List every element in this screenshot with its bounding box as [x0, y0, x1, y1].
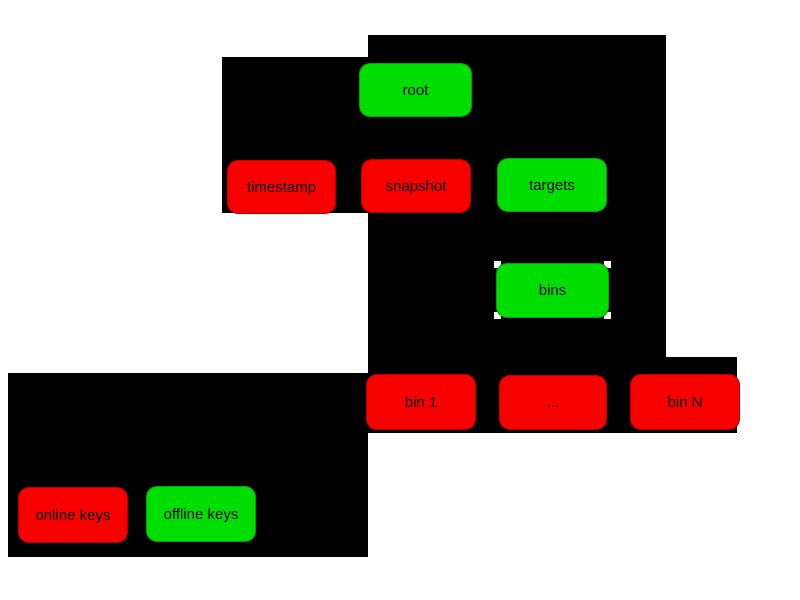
node-bin-1: bin 1	[366, 374, 476, 430]
bins-corner-mark-top-right	[604, 261, 611, 268]
node-root-label: root	[402, 81, 429, 99]
node-bin-ellipsis: ...	[499, 375, 607, 430]
legend-offline-keys: offline keys	[146, 486, 256, 542]
bins-corner-mark-bottom-left	[494, 312, 501, 319]
node-bin-n-label: bin N	[667, 393, 703, 411]
legend-online-keys: online keys	[18, 487, 128, 543]
node-timestamp: timestamp	[227, 160, 336, 214]
bins-corner-mark-bottom-right	[604, 312, 611, 319]
legend-online-keys-label: online keys	[35, 506, 111, 524]
node-bin-ellipsis-label: ...	[546, 394, 560, 411]
node-bin-n: bin N	[630, 374, 740, 430]
node-snapshot-label: snapshot	[385, 177, 447, 195]
node-snapshot: snapshot	[361, 159, 471, 213]
legend-offline-keys-label: offline keys	[163, 505, 239, 523]
node-bins: bins	[496, 263, 609, 318]
node-root: root	[359, 63, 472, 117]
node-targets: targets	[497, 158, 607, 212]
node-bins-label: bins	[538, 282, 567, 299]
bins-corner-mark-top-left	[494, 261, 501, 268]
node-bin-1-label: bin 1	[404, 393, 438, 411]
node-targets-label: targets	[529, 176, 575, 194]
node-timestamp-label: timestamp	[246, 178, 317, 196]
